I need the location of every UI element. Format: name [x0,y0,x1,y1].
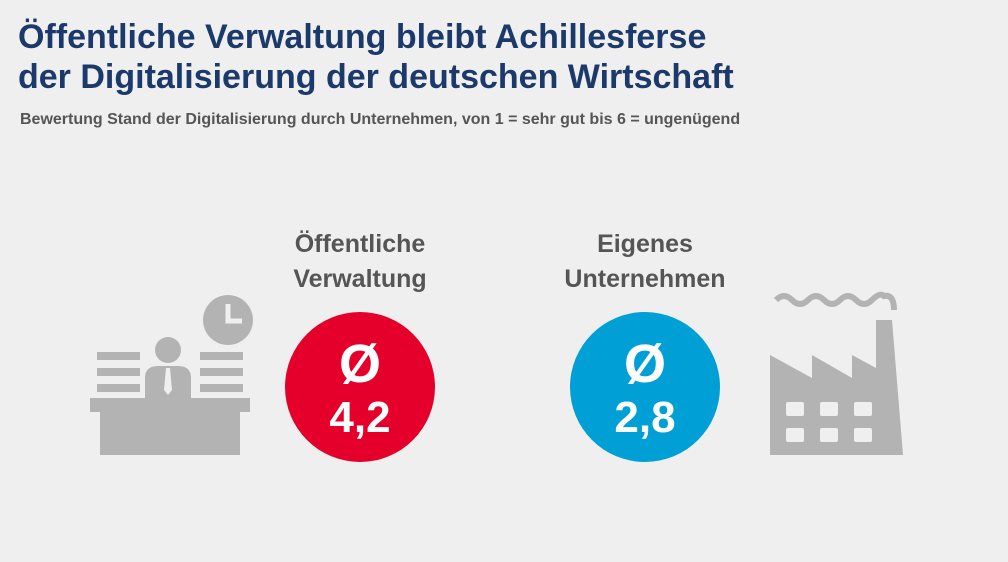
title-line: der Digitalisierung der deutschen Wirtsc… [18,58,734,96]
value-circle [285,312,435,462]
average-symbol: Ø [339,334,381,394]
item-value: 4,2 [329,393,390,442]
item-label: Unternehmen [564,265,725,293]
item-label: Öffentliche [295,229,426,258]
average-symbol: Ø [624,334,666,394]
subtitle: Bewertung Stand der Digitalisierung durc… [20,111,740,128]
item-label: Verwaltung [293,265,426,293]
item-label: Eigenes [597,230,693,258]
item-value: 2,8 [614,393,675,442]
value-circle [570,312,720,462]
factory-icon [770,291,903,455]
title-line: Öffentliche Verwaltung bleibt Achillesfe… [18,18,706,56]
office-icon [90,295,253,455]
